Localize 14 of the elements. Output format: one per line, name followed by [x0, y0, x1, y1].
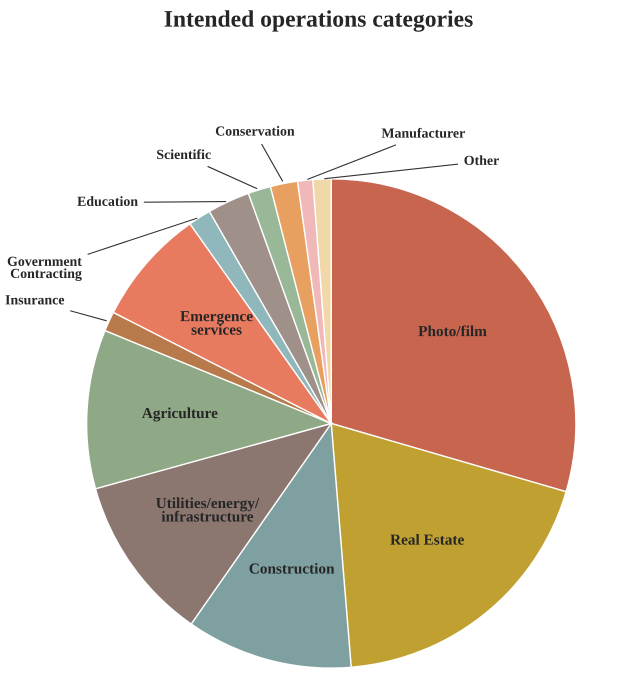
slice-label: Real Estate — [390, 534, 464, 545]
slice-label: Emergence services — [180, 311, 253, 335]
slice-label: Photo/film — [418, 325, 487, 336]
slice-label: Manufacturer — [382, 128, 465, 138]
slice-label: Insurance — [6, 295, 64, 305]
slice-label: Agriculture — [142, 407, 218, 422]
slice-label: Other — [464, 155, 499, 166]
slice-label: Education — [77, 196, 138, 206]
slice-label: Conservation — [216, 126, 294, 136]
slice-label: Construction — [250, 562, 334, 574]
slice-label: Utilities/energy/ infrastructure — [156, 497, 260, 522]
slice-label: Scientific — [157, 149, 211, 160]
slice-label: Government Contracting — [8, 256, 82, 282]
chart-title: Intended operations categories — [164, 10, 473, 32]
